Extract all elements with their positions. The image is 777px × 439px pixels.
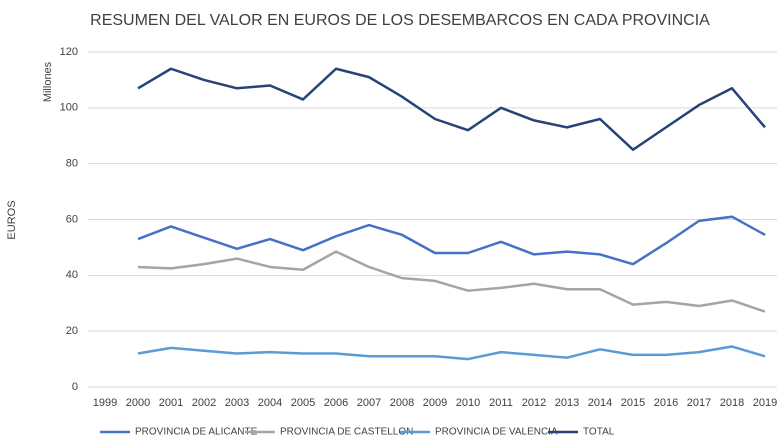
y-tick-label: 40 bbox=[66, 269, 78, 281]
x-tick-label: 2005 bbox=[291, 397, 315, 409]
x-tick-label: 2003 bbox=[225, 397, 249, 409]
x-tick-label: 2016 bbox=[654, 397, 678, 409]
x-tick-label: 1999 bbox=[93, 397, 117, 409]
x-tick-label: 2012 bbox=[522, 397, 546, 409]
x-tick-label: 2011 bbox=[489, 397, 513, 409]
chart-title: RESUMEN DEL VALOR EN EUROS DE LOS DESEMB… bbox=[90, 12, 710, 29]
y-tick-label: 80 bbox=[66, 158, 78, 170]
x-tick-label: 2009 bbox=[423, 397, 447, 409]
x-tick-label: 2010 bbox=[456, 397, 480, 409]
x-tick-label: 2019 bbox=[753, 397, 777, 409]
series-line bbox=[137, 345, 766, 361]
y-tick-label: 120 bbox=[60, 46, 78, 58]
x-tick-label: 2007 bbox=[357, 397, 381, 409]
y-tick-label: 20 bbox=[66, 325, 78, 337]
x-tick-label: 2000 bbox=[126, 397, 150, 409]
y-tick-label: 100 bbox=[60, 102, 78, 114]
x-tick-label: 2008 bbox=[390, 397, 414, 409]
y-tick-label: 60 bbox=[66, 213, 78, 225]
series-line bbox=[137, 250, 766, 313]
legend-label: PROVINCIA DE ALICANTE bbox=[135, 427, 258, 438]
y-unit: Millones bbox=[42, 61, 54, 102]
y-tick-label: 0 bbox=[72, 381, 78, 393]
y-axis-label: EUROS bbox=[6, 200, 18, 239]
legend-label: PROVINCIA DE VALENCIA bbox=[435, 427, 558, 438]
legend-label: PROVINCIA DE CASTELLON bbox=[280, 427, 413, 438]
series-line bbox=[137, 67, 766, 151]
x-tick-label: 2018 bbox=[720, 397, 744, 409]
x-tick-label: 2015 bbox=[621, 397, 645, 409]
x-tick-label: 2002 bbox=[192, 397, 216, 409]
x-tick-label: 2004 bbox=[258, 397, 282, 409]
x-tick-label: 2017 bbox=[687, 397, 711, 409]
x-tick-label: 2001 bbox=[159, 397, 183, 409]
series-line bbox=[137, 215, 766, 266]
x-tick-label: 2006 bbox=[324, 397, 348, 409]
x-tick-label: 2014 bbox=[588, 397, 612, 409]
x-tick-label: 2013 bbox=[555, 397, 579, 409]
legend-label: TOTAL bbox=[583, 427, 615, 438]
